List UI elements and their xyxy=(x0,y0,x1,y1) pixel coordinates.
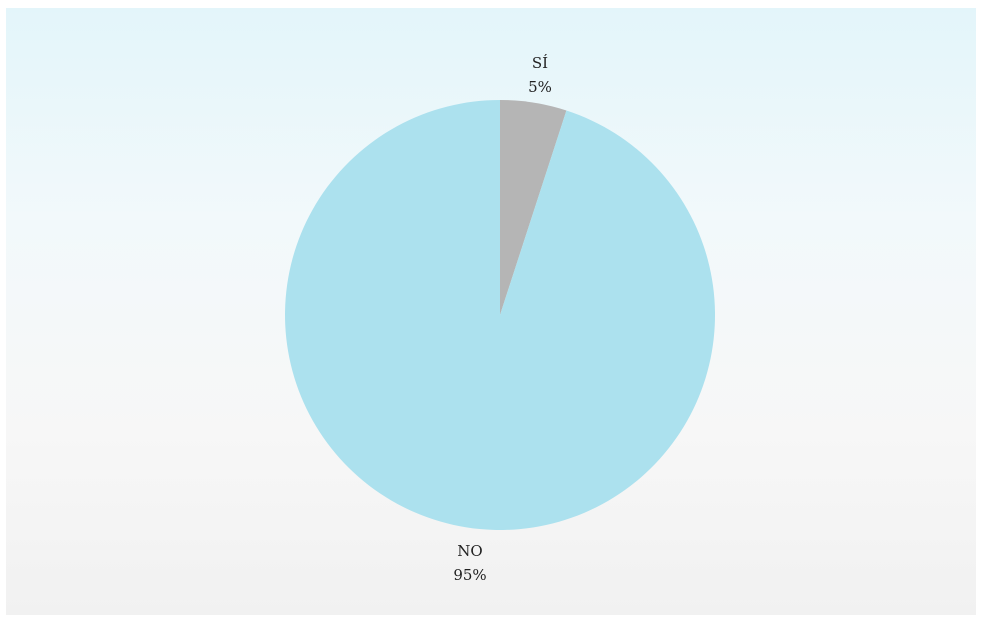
slice-value-no: 95% xyxy=(453,566,486,584)
pie-slices xyxy=(285,99,716,530)
pie-slice-no xyxy=(285,100,716,530)
slice-label-si: SÍ xyxy=(532,54,548,72)
slice-label-no: NO xyxy=(457,542,482,560)
pie-slice-si xyxy=(500,99,567,315)
slice-value-si: 5% xyxy=(528,78,552,96)
pie-labels: SÍ 5% NO 95% xyxy=(453,54,552,584)
